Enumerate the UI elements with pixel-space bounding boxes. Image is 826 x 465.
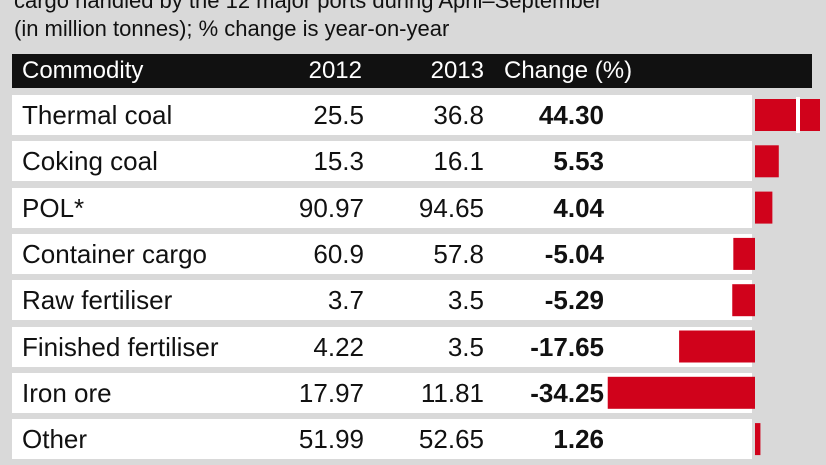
change-bar: [755, 191, 773, 224]
cell: 16.1: [433, 146, 484, 177]
cell: 51.99: [298, 424, 364, 455]
change-bar: [755, 423, 761, 456]
change-bar: [733, 237, 755, 270]
cell: Container cargo: [22, 238, 207, 269]
cell: Iron ore: [22, 377, 112, 408]
cell: Thermal coal: [22, 100, 173, 130]
column-header: 2013: [430, 57, 484, 84]
cell: -5.04: [544, 238, 604, 269]
cell: 5.53: [553, 146, 604, 177]
cell: 3.5: [447, 331, 484, 362]
change-bar: [755, 99, 820, 131]
table-row: [12, 419, 752, 460]
table-row: [12, 233, 752, 274]
bar-break: [796, 97, 800, 133]
cell: Coking coal: [22, 146, 158, 177]
cell: Raw fertiliser: [22, 285, 173, 316]
cell: -34.25: [530, 377, 604, 408]
cell: 90.97: [298, 192, 364, 223]
table-row: [12, 326, 752, 367]
table-row: [12, 141, 752, 182]
change-bar: [607, 376, 755, 409]
cell: 15.3: [313, 146, 364, 177]
cell: 4.22: [313, 331, 364, 362]
header-band: [12, 54, 812, 88]
subtitle: (in million tonnes); % change is year-on…: [14, 16, 450, 41]
cell: 11.81: [420, 377, 484, 408]
cell: 36.8: [433, 100, 484, 130]
cell: 52.65: [418, 424, 484, 455]
column-header: 2012: [308, 57, 362, 84]
cell: 3.7: [327, 285, 364, 316]
table-row: [12, 280, 752, 321]
cell: -17.65: [530, 331, 604, 362]
cell: 25.5: [313, 100, 364, 130]
subtitle: cargo handled by the 12 major ports duri…: [14, 0, 603, 13]
cell: -5.29: [544, 285, 604, 316]
change-bar: [732, 284, 755, 317]
cell: 60.9: [313, 238, 364, 269]
change-bar: [679, 330, 755, 363]
cell: 3.5: [447, 285, 484, 316]
table-row: [12, 187, 752, 228]
cell: 1.26: [553, 424, 604, 455]
cell: Finished fertiliser: [22, 331, 219, 362]
cell: 44.30: [538, 100, 604, 130]
cell: 17.97: [298, 377, 364, 408]
cell: 57.8: [433, 238, 484, 269]
cell: POL*: [22, 192, 85, 223]
cell: 94.65: [418, 192, 484, 223]
column-header: Change (%): [504, 57, 633, 84]
column-header: Commodity: [22, 57, 144, 84]
cell: Other: [22, 424, 88, 455]
cell: 4.04: [553, 192, 604, 223]
table-row: [12, 95, 752, 135]
change-bar: [755, 145, 779, 178]
